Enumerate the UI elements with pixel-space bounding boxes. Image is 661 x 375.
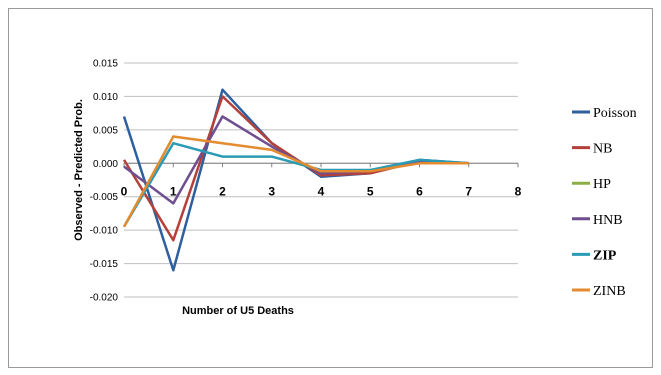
x-tick-labels: 0 1 2 3 4 5 6 7 8: [121, 184, 522, 198]
x-tick-label: 5: [367, 184, 374, 198]
x-tick-label: 1: [170, 184, 177, 198]
x-tick-label: 0: [121, 184, 128, 198]
legend: Poisson NB HP HNB ZIP ZINB: [572, 106, 637, 299]
x-tick-label: 6: [416, 184, 423, 198]
legend-label-hp: HP: [593, 177, 611, 192]
legend-label-nb: NB: [593, 142, 612, 157]
y-tick-labels: 0.015 0.010 0.005 0.000 -0.005 -0.010 -0.015 -0…: [90, 59, 119, 304]
gridlines: [124, 62, 518, 298]
chart-frame: [8, 8, 653, 368]
x-tick-label: 8: [515, 184, 522, 198]
legend-label-hnb: HNB: [593, 213, 623, 228]
y-tick-label: -0.015: [90, 259, 119, 270]
x-axis-title: Number of U5 Deaths: [182, 305, 294, 317]
legend-label-zinb: ZINB: [593, 284, 626, 299]
series-line-zinb: [122, 135, 469, 228]
x-tick-label: 4: [318, 184, 325, 198]
y-axis-title: Observed - Predicted Prob.: [73, 99, 85, 241]
legend-label-zip: ZIP: [593, 248, 617, 263]
series-line-poisson: [122, 88, 469, 272]
legend-label-poisson: Poisson: [593, 106, 637, 121]
x-tick-label: 3: [268, 184, 275, 198]
y-tick-label: 0.000: [93, 159, 118, 170]
y-tick-label: 0.005: [93, 125, 118, 136]
y-tick-label: -0.020: [90, 293, 119, 304]
series-line-nb: [122, 95, 469, 242]
y-tick-label: 0.010: [93, 92, 118, 103]
y-tick-label: 0.015: [93, 59, 118, 70]
y-tick-label: -0.010: [90, 226, 119, 237]
x-tick-label: 2: [219, 184, 226, 198]
series-line-zip: [122, 141, 469, 228]
x-tick-label: 7: [465, 184, 472, 198]
y-tick-label: -0.005: [90, 192, 119, 203]
series-lines: [122, 88, 469, 272]
